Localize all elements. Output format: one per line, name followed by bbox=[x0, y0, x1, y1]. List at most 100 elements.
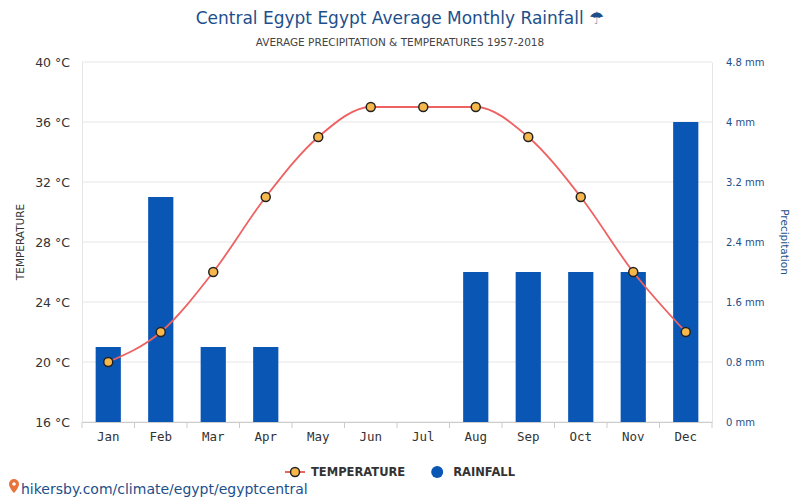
y-tick-label: 28 °C bbox=[35, 235, 70, 250]
grid-line bbox=[82, 182, 712, 183]
legend-marker bbox=[291, 468, 300, 477]
y2-tick: 3.2 mm bbox=[712, 177, 765, 188]
bar bbox=[463, 272, 488, 422]
legend: TEMPERATURE RAINFALL bbox=[285, 465, 516, 479]
grid-line bbox=[82, 242, 712, 243]
y2-tick: 0.8 mm bbox=[712, 357, 765, 368]
x-tick-label: Nov bbox=[622, 429, 645, 444]
y2-tick: 0 mm bbox=[712, 417, 755, 428]
marker bbox=[629, 268, 638, 277]
x-tick: May bbox=[307, 422, 330, 444]
x-separator bbox=[554, 422, 555, 428]
x-separator bbox=[449, 422, 450, 428]
marker bbox=[156, 328, 165, 337]
x-separator bbox=[292, 422, 293, 428]
marker bbox=[314, 133, 323, 142]
bar bbox=[673, 122, 698, 422]
source-text: hikersby.com/climate/egypt/egyptcentral bbox=[21, 481, 308, 497]
marker bbox=[471, 103, 480, 112]
x-axis: Jan Feb Mar Apr May Jun Jul Aug Sep Oct Nov Dec bbox=[83, 422, 713, 444]
x-tick: Jan bbox=[97, 422, 120, 444]
y2-tick-label: 0 mm bbox=[726, 417, 755, 428]
marker bbox=[366, 103, 375, 112]
marker bbox=[104, 358, 113, 367]
y2-tick: 2.4 mm bbox=[712, 237, 765, 248]
marker bbox=[261, 193, 270, 202]
x-separator bbox=[344, 422, 345, 428]
x-tick-label: Jul bbox=[412, 429, 435, 444]
x-tick-label: Sep bbox=[517, 429, 540, 444]
y-axis-title: TEMPERATURE bbox=[14, 204, 26, 281]
y-axis-line bbox=[82, 63, 83, 423]
y-tick-label: 40 °C bbox=[35, 55, 70, 70]
y2-tick: 1.6 mm bbox=[712, 297, 765, 308]
x-separator bbox=[82, 422, 83, 428]
bar bbox=[411, 422, 436, 423]
bar bbox=[516, 272, 541, 422]
chart: Central Egypt Egypt Average Monthly Rain… bbox=[0, 0, 800, 500]
x-tick: Mar bbox=[202, 422, 225, 444]
x-separators bbox=[82, 422, 712, 428]
bar bbox=[568, 272, 593, 422]
legend-swatch bbox=[431, 466, 443, 478]
legend-item: TEMPERATURE bbox=[285, 465, 405, 479]
x-tick-label: Apr bbox=[254, 429, 277, 444]
y-tick: 36 °C bbox=[35, 115, 82, 130]
x-separator bbox=[397, 422, 398, 428]
x-separator bbox=[239, 422, 240, 428]
x-tick-label: Oct bbox=[569, 429, 592, 444]
x-tick-label: Dec bbox=[674, 429, 697, 444]
title: Central Egypt Egypt Average Monthly Rain… bbox=[196, 8, 605, 28]
y-tick-label: 32 °C bbox=[35, 175, 70, 190]
y-axis: 16 °C20 °C24 °C28 °C32 °C36 °C40 °C bbox=[35, 55, 82, 430]
grid-line bbox=[82, 362, 712, 363]
x-separator bbox=[607, 422, 608, 428]
x-separator bbox=[134, 422, 135, 428]
y2-axis-line bbox=[712, 63, 713, 423]
legend-label: TEMPERATURE bbox=[311, 465, 405, 479]
x-tick-label: Mar bbox=[202, 429, 225, 444]
y-tick-label: 20 °C bbox=[35, 355, 70, 370]
y2-tick-label: 3.2 mm bbox=[726, 177, 765, 188]
y2-tick: 4 mm bbox=[712, 117, 755, 128]
legend-label: RAINFALL bbox=[453, 465, 515, 479]
marker bbox=[419, 103, 428, 112]
y2-tick-label: 4 mm bbox=[726, 117, 755, 128]
y2-tick: 4.8 mm bbox=[712, 57, 765, 68]
y2-tick-label: 1.6 mm bbox=[726, 297, 765, 308]
x-tick-label: Jan bbox=[97, 429, 120, 444]
y2-axis-title: Precipitation bbox=[779, 209, 791, 275]
marker bbox=[524, 133, 533, 142]
x-tick: Dec bbox=[674, 422, 697, 444]
bar bbox=[358, 422, 383, 423]
y2-tick-label: 2.4 mm bbox=[726, 237, 765, 248]
subtitle: AVERAGE PRECIPITATION & TEMPERATURES 195… bbox=[256, 36, 544, 48]
y2-tick-label: 0.8 mm bbox=[726, 357, 765, 368]
y-tick-label: 36 °C bbox=[35, 115, 70, 130]
bar bbox=[253, 347, 278, 422]
x-separator bbox=[712, 422, 713, 428]
x-tick: Nov bbox=[622, 422, 645, 444]
bar bbox=[148, 197, 173, 422]
marker bbox=[209, 268, 218, 277]
source-icon bbox=[9, 479, 19, 493]
y-tick: 28 °C bbox=[35, 235, 82, 250]
grid-line bbox=[82, 62, 712, 63]
x-tick-label: May bbox=[307, 429, 330, 444]
y-tick: 20 °C bbox=[35, 355, 82, 370]
x-tick: Jul bbox=[412, 422, 435, 444]
x-tick: Apr bbox=[254, 422, 277, 444]
legend-item: RAINFALL bbox=[431, 465, 515, 479]
y-tick: 24 °C bbox=[35, 295, 82, 310]
x-tick-label: Aug bbox=[464, 429, 487, 444]
marker bbox=[576, 193, 585, 202]
marker bbox=[681, 328, 690, 337]
y2-tick-label: 4.8 mm bbox=[726, 57, 765, 68]
x-tick: Jun bbox=[359, 422, 382, 444]
y-tick: 32 °C bbox=[35, 175, 82, 190]
temperature-line bbox=[108, 107, 686, 362]
x-tick-label: Feb bbox=[149, 429, 172, 444]
grid bbox=[82, 62, 712, 422]
y-tick-label: 24 °C bbox=[35, 295, 70, 310]
grid-line bbox=[82, 122, 712, 123]
